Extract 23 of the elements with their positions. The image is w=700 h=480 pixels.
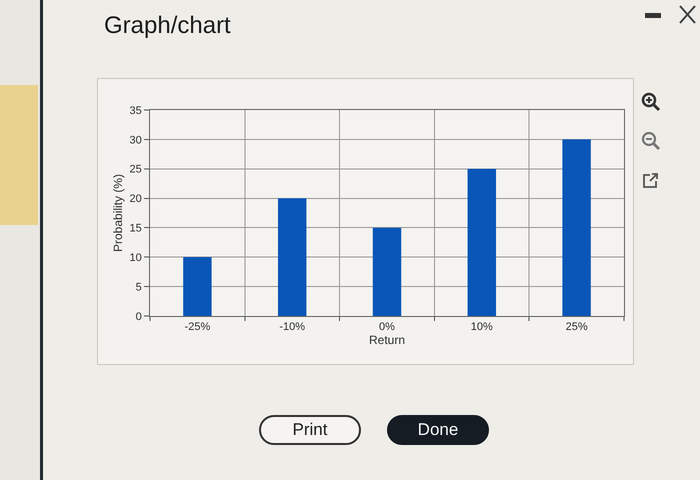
x-tick-label: -25% xyxy=(184,321,210,334)
chart-title: Graph/chart xyxy=(104,12,231,40)
bar xyxy=(372,228,402,316)
filled-button: Done xyxy=(387,415,489,445)
bar xyxy=(183,257,212,316)
y-tick-label: 0 xyxy=(136,310,142,323)
x-axis-title: Return xyxy=(368,333,406,348)
bar xyxy=(468,168,496,316)
y-tick-label: 5 xyxy=(136,281,142,294)
x-tick-label: 0% xyxy=(379,321,396,334)
bar xyxy=(278,198,306,316)
outlined-button: Print xyxy=(259,415,361,445)
y-tick-label: 20 xyxy=(130,193,142,206)
x-tick-label: -10% xyxy=(279,321,306,334)
y-tick-label: 30 xyxy=(130,134,142,146)
x-tick-label: 25% xyxy=(566,321,588,334)
y-tick-label: 25 xyxy=(130,164,142,176)
x-tick-label: 10% xyxy=(470,321,494,334)
y-tick-label: 35 xyxy=(130,104,142,117)
y-tick-label: 15 xyxy=(130,222,142,235)
y-tick-label: 10 xyxy=(130,252,142,264)
y-axis-title: Probability (%) xyxy=(110,174,125,252)
bar xyxy=(562,139,591,316)
